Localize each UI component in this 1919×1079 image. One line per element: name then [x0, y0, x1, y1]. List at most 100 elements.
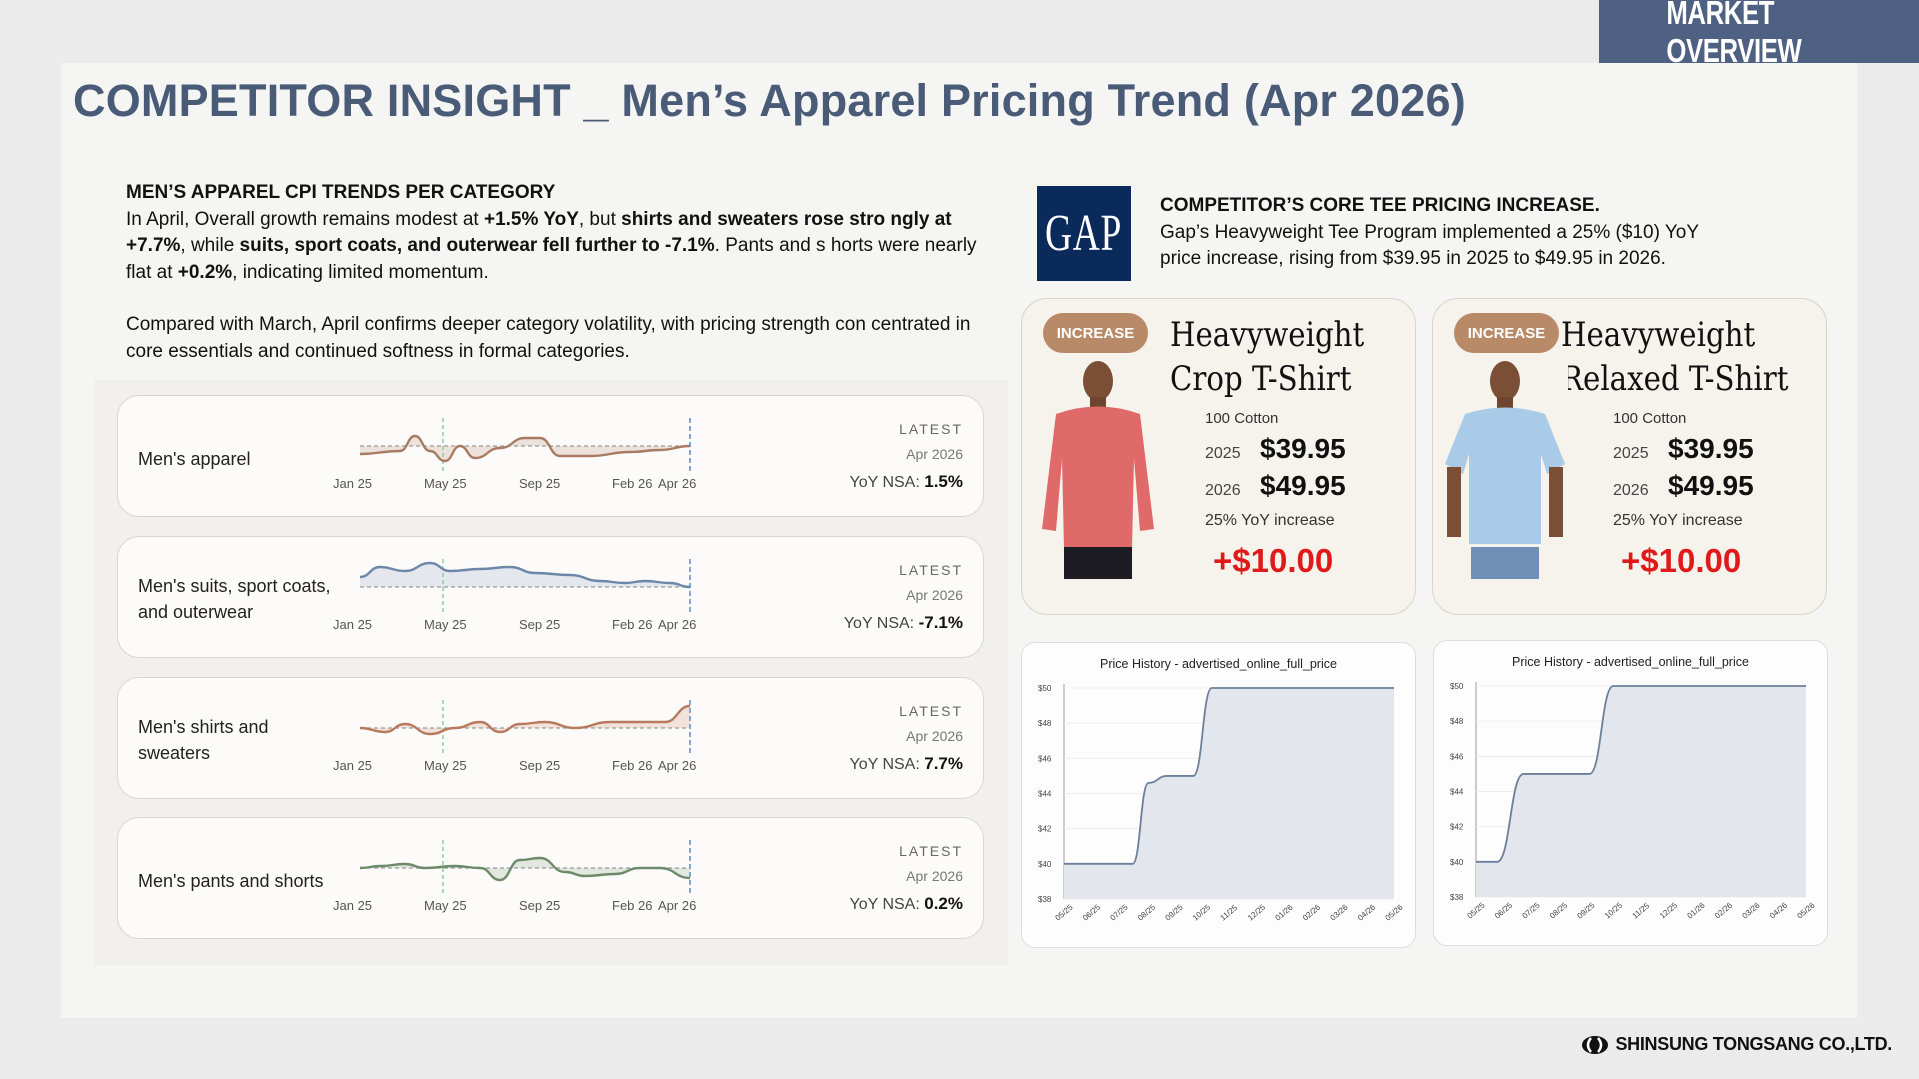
company-logo: SHINSUNG TONGSANG CO.,LTD.	[1581, 1034, 1892, 1055]
y-tick: $42	[1450, 823, 1464, 832]
price-2025: $39.95	[1260, 433, 1346, 464]
yoy-value: YoY NSA: 7.7%	[849, 754, 963, 773]
x-tick: 12/25	[1246, 902, 1268, 922]
x-tick: 07/25	[1109, 902, 1131, 922]
sparkline-tick: May 25	[424, 617, 467, 632]
x-tick: 05/25	[1466, 900, 1488, 920]
sparkline-area	[360, 858, 690, 880]
sparkline-tick: Apr 26	[658, 617, 697, 632]
competitor-line-2: price increase, rising from $39.95 in 20…	[1160, 248, 1666, 269]
x-tick: 01/26	[1274, 902, 1296, 922]
sparkline-tick: Apr 26	[658, 758, 697, 773]
x-tick: 11/25	[1631, 901, 1652, 921]
x-tick: 12/25	[1658, 900, 1680, 920]
y-tick: $46	[1450, 752, 1464, 761]
y-tick: $42	[1038, 825, 1052, 834]
x-tick: 08/25	[1136, 902, 1158, 922]
x-tick: 06/25	[1493, 900, 1515, 920]
sparkline-tick: Sep 25	[519, 758, 561, 773]
cpi-paragraph-2: Compared with March, April confirms deep…	[126, 314, 971, 362]
trend-card-label: Men's apparel	[138, 449, 251, 469]
sparkline-tick: Feb 26	[612, 758, 653, 773]
sparkline-line	[359, 704, 691, 736]
latest-label: LATEST	[899, 843, 963, 859]
increase-amount: +$10.00	[1621, 542, 1742, 579]
sparkline-line	[359, 856, 691, 882]
trend-card: Men's pants and shorts Jan 25 May 25 Sep 25…	[117, 817, 984, 939]
increase-text: 25% YoY increase	[1613, 512, 1743, 529]
y-tick: $44	[1450, 788, 1464, 797]
latest-date: Apr 2026	[906, 728, 963, 744]
yoy-value: YoY NSA: -7.1%	[843, 613, 963, 632]
price-2026: $49.95	[1668, 470, 1754, 501]
sparkline-tick: Apr 26	[658, 898, 697, 913]
trend-sparkline	[359, 840, 691, 896]
price-area	[1476, 686, 1806, 897]
sparkline-tick: Sep 25	[519, 617, 561, 632]
product-name: Heavyweight Crop T-Shirt	[1170, 315, 1365, 399]
sparkline-tick: May 25	[424, 898, 467, 913]
product-image	[1443, 359, 1568, 579]
x-tick: 04/26	[1356, 902, 1378, 922]
trend-card-label: Men's pants and shorts	[138, 871, 324, 891]
y-tick: $38	[1038, 895, 1052, 904]
sparkline-tick: Jan 25	[333, 758, 373, 773]
y-tick: $40	[1038, 860, 1052, 869]
competitor-summary: COMPETITOR’S CORE TEE PRICING INCREASE. …	[1160, 193, 1860, 273]
y-tick: $44	[1038, 790, 1052, 799]
latest-date: Apr 2026	[906, 446, 963, 462]
sparkline-tick: Feb 26	[612, 617, 653, 632]
year-2026: 2026	[1205, 482, 1241, 499]
trend-card: Men's suits, sport coats, and outerwear Ja…	[117, 536, 984, 658]
price-area	[1064, 688, 1394, 899]
x-tick: 09/25	[1576, 900, 1598, 920]
price-2025: $39.95	[1668, 433, 1754, 464]
x-tick: 01/26	[1686, 900, 1708, 920]
year-2025: 2025	[1205, 445, 1241, 462]
increase-pill: INCREASE	[1043, 313, 1148, 353]
y-tick: $50	[1450, 682, 1464, 691]
x-tick: 05/25	[1054, 902, 1076, 922]
y-tick: $50	[1038, 684, 1052, 693]
x-tick: 11/25	[1219, 903, 1240, 923]
company-mark-icon	[1582, 1035, 1609, 1054]
increase-pill: INCREASE	[1454, 313, 1559, 353]
product-image	[1036, 359, 1161, 579]
sparkline-area	[360, 706, 690, 734]
page-title: COMPETITOR INSIGHT _ Men’s Apparel Prici…	[73, 75, 1466, 126]
sparkline-tick: Jan 25	[333, 476, 373, 491]
sparkline-tick: Jan 25	[333, 617, 373, 632]
competitor-heading: COMPETITOR’S CORE TEE PRICING INCREASE.	[1160, 195, 1600, 216]
cpi-paragraph-1: In April, Overall growth remains modest …	[126, 208, 977, 283]
year-2025: 2025	[1613, 445, 1649, 462]
x-tick: 08/25	[1548, 900, 1570, 920]
increase-text: 25% YoY increase	[1205, 512, 1335, 529]
chart-title: Price History - advertised_online_full_p…	[1100, 657, 1337, 671]
trend-card: Men's apparel Jan 25 May 25 Sep 25 Feb 26 Apr…	[117, 395, 984, 517]
sparkline-tick: Sep 25	[519, 898, 561, 913]
y-tick: $48	[1038, 719, 1052, 728]
y-tick: $38	[1450, 893, 1464, 902]
sparkline-tick: Feb 26	[612, 476, 653, 491]
product-card: INCREASE Heavyweight Relaxed T-Shirt 100 Co…	[1432, 298, 1827, 615]
sparkline-line	[359, 561, 691, 589]
x-tick: 05/26	[1796, 900, 1818, 920]
latest-label: LATEST	[899, 703, 963, 719]
y-tick: $48	[1450, 717, 1464, 726]
x-tick: 06/25	[1081, 902, 1103, 922]
trend-card: Men's shirts and sweaters Jan 25 May 25 Sep …	[117, 677, 984, 799]
y-tick: $40	[1450, 858, 1464, 867]
sparkline-tick: Sep 25	[519, 476, 561, 491]
x-tick: 02/26	[1713, 900, 1735, 920]
gap-logo: GAP	[1037, 186, 1131, 281]
product-material: 100 Cotton	[1205, 410, 1279, 427]
x-tick: 02/26	[1301, 902, 1323, 922]
price-history-chart: Price History - advertised_online_full_p…	[1433, 640, 1828, 946]
product-material: 100 Cotton	[1613, 410, 1687, 427]
price-line	[1063, 687, 1394, 865]
latest-date: Apr 2026	[906, 587, 963, 603]
x-tick: 10/25	[1191, 902, 1213, 922]
yoy-value: YoY NSA: 1.5%	[849, 472, 963, 491]
x-tick: 10/25	[1603, 900, 1625, 920]
